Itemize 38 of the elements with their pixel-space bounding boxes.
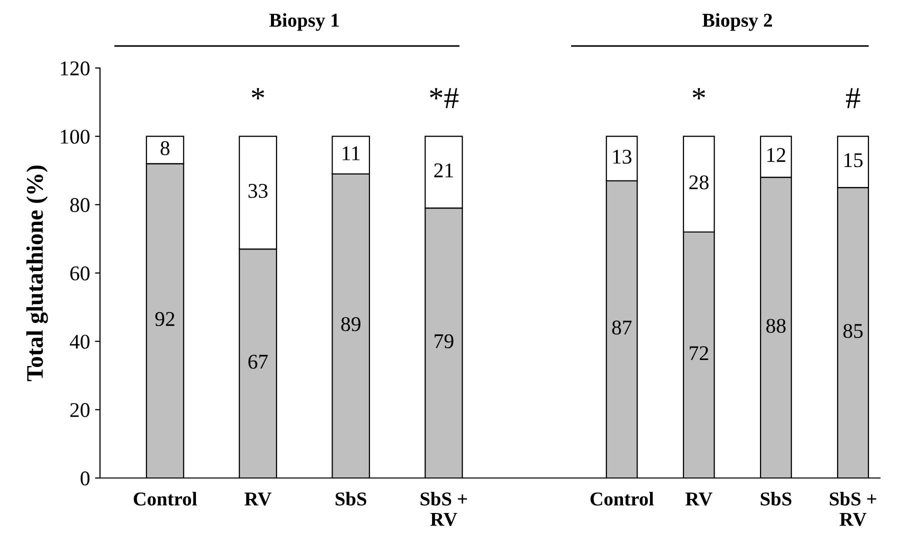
- data-label: 12: [767, 148, 786, 162]
- x-tick-label: Control: [590, 492, 654, 506]
- y-tick-label: 20: [70, 403, 90, 418]
- x-tick-label: SbS: [336, 492, 366, 506]
- x-tick-label: SbS + RV: [830, 492, 876, 526]
- data-label: 8: [160, 141, 170, 156]
- data-label: 89: [341, 317, 360, 332]
- data-label: 88: [766, 318, 786, 333]
- data-label: 79: [434, 334, 454, 348]
- data-label: 28: [689, 175, 709, 190]
- data-label: 72: [690, 346, 708, 360]
- y-tick-label: 60: [70, 266, 90, 280]
- annotation: #: [846, 88, 860, 108]
- y-axis-title: Total glutathione (%): [26, 166, 48, 382]
- annotation: *: [692, 88, 706, 100]
- x-tick-label: SbS + RV: [420, 492, 467, 526]
- y-tick-label: 100: [60, 130, 90, 144]
- data-label: 11: [342, 146, 360, 160]
- data-label: 92: [155, 312, 174, 326]
- data-label: 33: [248, 184, 268, 198]
- chart-title: Biopsy 1: [269, 13, 339, 31]
- x-tick-label: RV: [244, 492, 272, 506]
- y-tick-label: 0: [80, 471, 90, 486]
- y-tick-label: 80: [70, 198, 90, 212]
- data-label: 87: [612, 320, 632, 335]
- x-tick-label: Control: [134, 492, 197, 506]
- annotation: *: [252, 88, 264, 100]
- y-tick-label: 120: [60, 61, 90, 76]
- data-label: 15: [844, 153, 863, 168]
- data-label: 13: [613, 150, 632, 164]
- chart-title: Biopsy 2: [702, 13, 772, 31]
- x-tick-label: SbS: [760, 492, 792, 506]
- data-label: 21: [434, 163, 453, 178]
- x-tick-label: RV: [686, 492, 712, 506]
- data-label: 85: [843, 324, 863, 338]
- data-label: 67: [248, 354, 268, 369]
- y-tick-label: 40: [70, 334, 90, 349]
- annotation: *#: [430, 88, 458, 108]
